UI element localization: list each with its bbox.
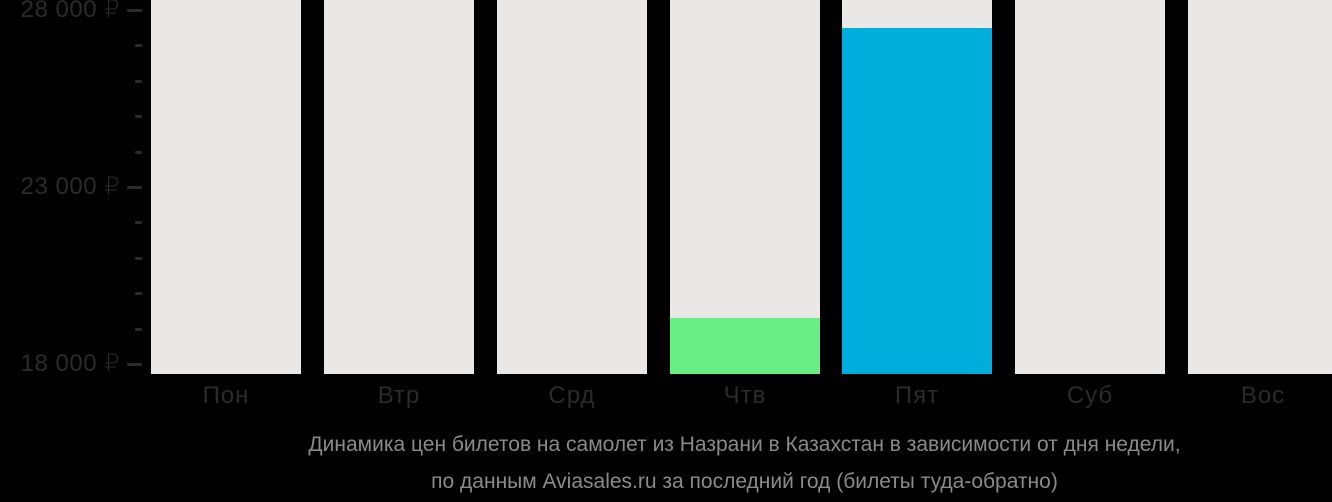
plot-area bbox=[151, 0, 1332, 374]
x-axis-label-4: Чтв bbox=[723, 382, 767, 409]
chart-caption: Динамика цен билетов на самолет из Назра… bbox=[151, 426, 1332, 500]
y-axis-minor-tick bbox=[135, 151, 142, 154]
caption-line-2: по данным Aviasales.ru за последний год … bbox=[431, 470, 1058, 493]
y-axis-minor-tick bbox=[135, 292, 142, 295]
y-axis-minor-tick bbox=[135, 44, 142, 47]
x-axis-label-1: Пон bbox=[202, 382, 250, 409]
bar-column-4 bbox=[670, 0, 820, 374]
y-axis-minor-tick bbox=[135, 257, 142, 260]
value-bar-5 bbox=[842, 28, 992, 374]
bar-column-5 bbox=[842, 0, 992, 374]
y-axis-label-2: 23 000 ₽ bbox=[20, 172, 120, 200]
bar-column-2 bbox=[324, 0, 474, 374]
y-axis-major-tick-2 bbox=[127, 186, 142, 189]
x-axis-label-6: Суб bbox=[1066, 382, 1114, 409]
y-axis-minor-tick bbox=[135, 80, 142, 83]
bar-column-3 bbox=[497, 0, 647, 374]
x-axis-label-5: Пят bbox=[894, 382, 940, 409]
y-axis-minor-tick bbox=[135, 328, 142, 331]
y-axis-label-3: 28 000 ₽ bbox=[20, 0, 120, 23]
y-axis-label-1: 18 000 ₽ bbox=[20, 349, 120, 377]
x-axis: Пон Втр Срд Чтв Пят Суб Вос bbox=[151, 382, 1332, 412]
bar-column-7 bbox=[1188, 0, 1332, 374]
x-axis-label-7: Вос bbox=[1240, 382, 1286, 409]
y-axis-major-tick-1 bbox=[127, 363, 142, 366]
value-bar-4 bbox=[670, 318, 820, 374]
y-axis-major-tick-3 bbox=[127, 9, 142, 12]
bar-column-6 bbox=[1015, 0, 1165, 374]
y-axis-minor-tick bbox=[135, 221, 142, 224]
caption-line-1: Динамика цен билетов на самолет из Назра… bbox=[308, 433, 1181, 456]
x-axis-label-3: Срд bbox=[548, 382, 596, 409]
x-axis-label-2: Втр bbox=[377, 382, 421, 409]
y-axis-minor-tick bbox=[135, 115, 142, 118]
bar-column-1 bbox=[151, 0, 301, 374]
